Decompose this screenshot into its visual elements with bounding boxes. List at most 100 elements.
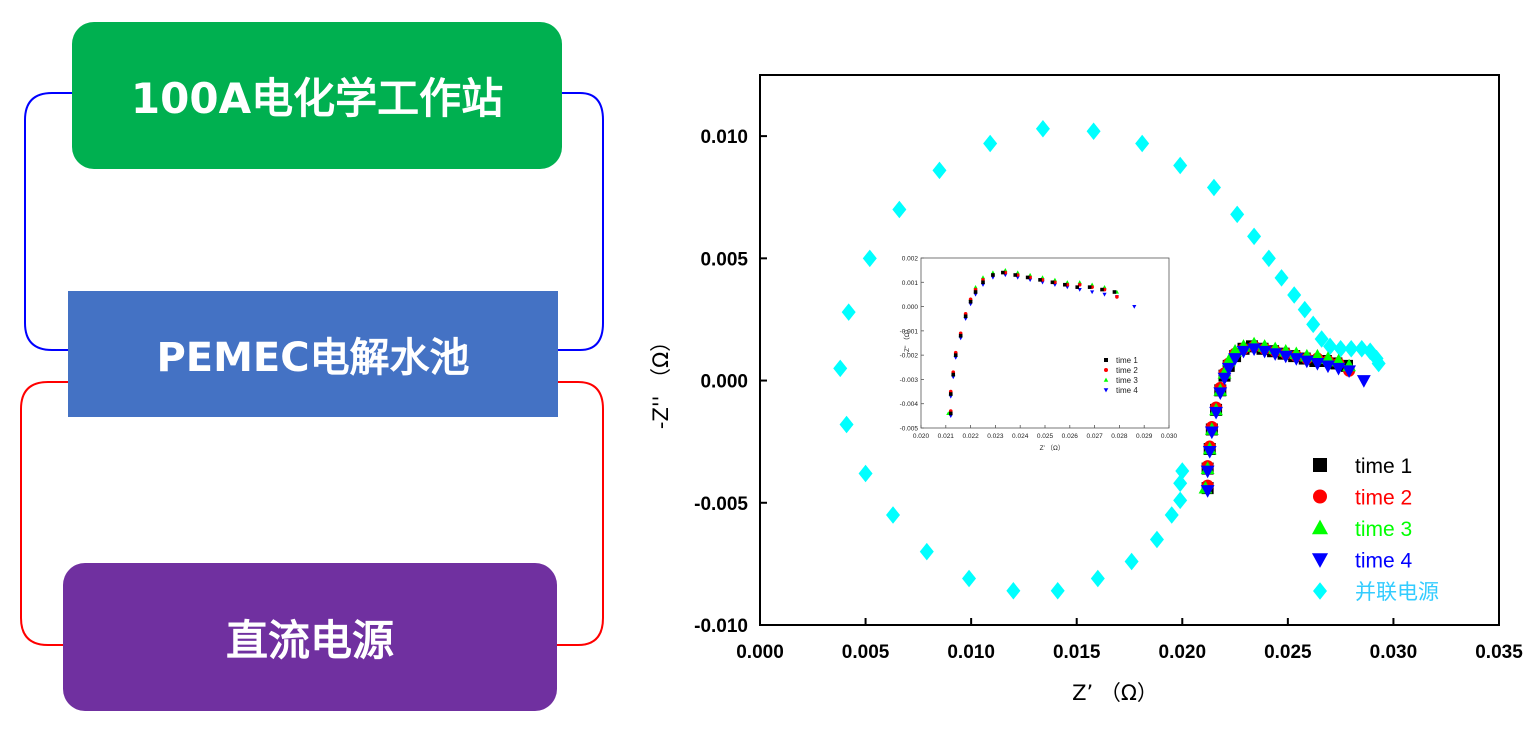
data-point [1230,205,1245,224]
y-axis-label: -Z'' （Ω） [649,331,673,429]
data-point [1164,506,1179,524]
workstation-label: 100A电化学工作站 [130,74,504,123]
x-tick-label: 0.020 [1159,642,1207,663]
inset-data-point [1025,275,1030,280]
inset-x-tick-label: 0.020 [913,433,930,440]
x-tick-label: 0.015 [1053,642,1101,663]
inset-data-points [946,267,1137,419]
inset-legend-marker [1104,358,1108,362]
data-point [1217,372,1232,386]
inset-x-tick-label: 0.029 [1136,433,1153,440]
legend: time 1 time 2 time 3 time 4 并联电源 [1311,455,1439,604]
legend-marker [1313,582,1327,600]
data-point [1321,360,1335,374]
inset-x-tick-label: 0.024 [1012,433,1029,440]
data-point [1050,582,1065,600]
inset-data-point [1112,290,1117,294]
data-point [1173,491,1188,510]
x-axis-label: Z’ （Ω） [1072,681,1158,705]
electrolyzer-label: PEMEC电解水池 [156,335,470,381]
inset-y-tick-label: -0.002 [900,353,919,360]
y-tick-label: 0.005 [700,249,748,270]
legend-marker [1313,458,1327,472]
data-point [1228,353,1242,366]
legend-label: time 1 [1355,455,1412,478]
data-point [1200,465,1215,479]
data-point [1213,387,1228,400]
inset-data-point [1050,280,1055,285]
data-point [983,134,998,153]
inset-data-point [963,314,968,319]
inset-data-point [958,333,963,338]
inset-y-tick-label: 0.000 [902,304,919,311]
data-point [1299,355,1314,369]
inset-x-tick-label: 0.030 [1161,433,1178,440]
data-point [1086,122,1101,140]
data-point [886,506,901,524]
inset-y-tick-label: -0.001 [900,328,919,335]
legend-marker [1311,519,1329,535]
blue-connector-left [24,92,72,351]
data-point [1274,269,1289,287]
data-point [1209,406,1223,420]
data-point [1204,426,1219,440]
data-point [1344,340,1359,358]
power-supply-box: 直流电源 [63,563,557,711]
data-point [1287,286,1302,304]
data-point [1278,350,1293,364]
inset-y-axis-ticks: -0.005 -0.004 -0.003 -0.002 -0.001 0.000 0.001… [900,256,924,433]
inset-data-point [1077,280,1082,284]
inset-x-tick-label: 0.026 [1062,433,1079,440]
inset-data-point [953,353,958,357]
inset-data-point [1090,290,1095,295]
data-point [1247,343,1261,356]
inset-x-tick-label: 0.025 [1037,433,1054,440]
inset-legend-label: time 2 [1116,366,1138,375]
inset-y-tick-label: 0.002 [902,256,919,263]
inset-data-point [973,290,978,294]
data-point [1236,345,1251,359]
legend-label: time 3 [1355,518,1412,541]
inset-x-tick-label: 0.021 [938,433,955,440]
inset-data-point [1075,285,1080,289]
x-tick-label: 0.005 [842,642,890,663]
data-point [1206,178,1221,197]
inset-data-point [1100,287,1104,292]
red-connector-right [557,381,604,646]
inset-legend-marker [1104,368,1108,372]
x-axis-ticks: 0.000 0.005 0.010 0.015 0.020 0.025 0.030 0.035 [736,618,1523,663]
y-tick-label: 0.010 [700,127,748,148]
inset-x-tick-label: 0.022 [962,433,979,440]
inset-data-point [1063,282,1067,287]
data-point [932,161,947,180]
inset-y-tick-label: 0.001 [902,280,919,287]
data-point [1314,330,1329,348]
data-point [1247,227,1262,246]
legend-marker [1313,489,1327,504]
inset-data-point [980,275,986,280]
data-point [1035,120,1050,138]
legend-label: 并联电源 [1355,581,1439,604]
inset-data-point [973,284,978,289]
inset-data-point [948,411,953,416]
electrolyzer-box: PEMEC电解水池 [68,291,558,417]
x-tick-label: 0.000 [736,642,784,663]
inset-y-tick-label: -0.005 [900,426,919,433]
inset-data-point [948,392,953,396]
inset-y-tick-label: -0.004 [900,401,919,408]
inset-legend-label: time 3 [1116,376,1138,385]
inset-data-point [1087,285,1092,289]
x-tick-label: 0.030 [1370,642,1418,663]
inset-data-point [1102,292,1107,297]
inset-y-axis-label: -Z'' （Ω） [903,326,911,354]
legend-marker [1311,553,1329,568]
data-point [962,569,977,588]
data-point [1261,249,1276,268]
inset-x-axis-label: Z’ （Ω） [1040,444,1065,452]
data-point [1331,362,1346,376]
data-point [1257,345,1272,359]
inset-data-point [1132,304,1137,309]
workstation-box: 100A电化学工作站 [72,22,562,169]
